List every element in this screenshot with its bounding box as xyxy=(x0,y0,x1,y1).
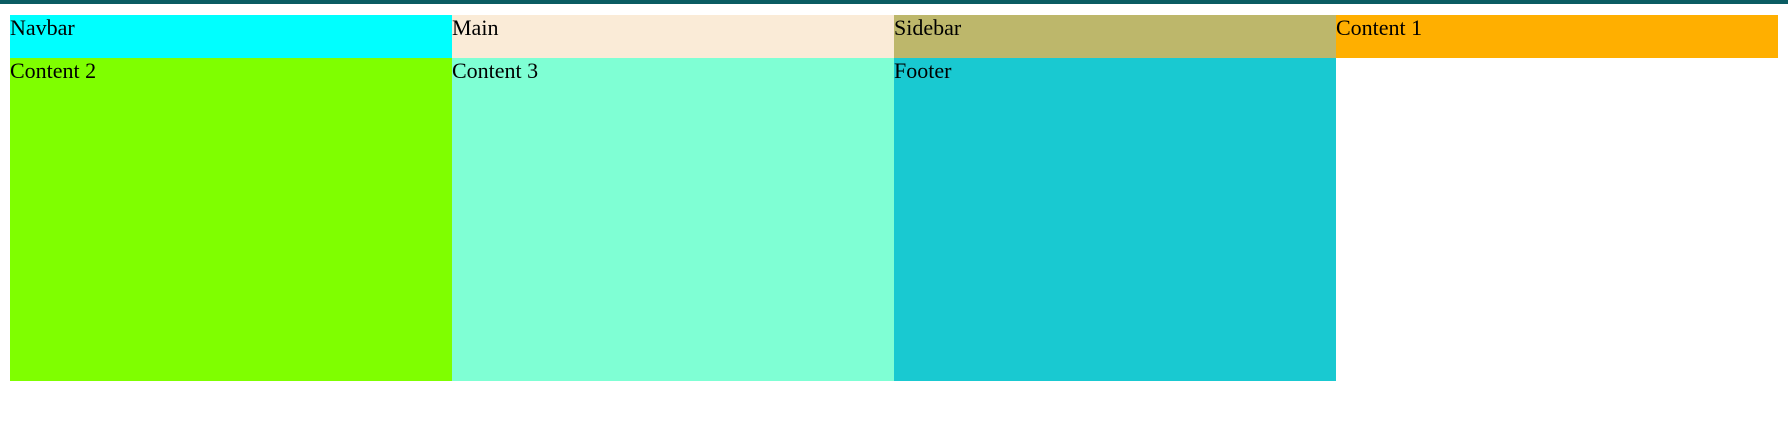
content-3-cell: Content 3 xyxy=(452,58,894,381)
footer-label: Footer xyxy=(894,58,952,83)
content-2-label: Content 2 xyxy=(10,58,97,83)
top-border-rule xyxy=(0,0,1788,4)
navbar-cell: Navbar xyxy=(10,15,452,58)
sidebar-label: Sidebar xyxy=(894,15,962,40)
content-1-cell: Content 1 xyxy=(1336,15,1778,58)
content-1-label: Content 1 xyxy=(1336,15,1423,40)
layout-grid: Navbar Main Sidebar Content 1 Content 2 … xyxy=(10,15,1778,381)
content-2-cell: Content 2 xyxy=(10,58,452,381)
navbar-label: Navbar xyxy=(10,15,75,40)
content-3-label: Content 3 xyxy=(452,58,539,83)
sidebar-cell: Sidebar xyxy=(894,15,1336,58)
main-cell: Main xyxy=(452,15,894,58)
main-label: Main xyxy=(452,15,499,40)
footer-cell: Footer xyxy=(894,58,1336,381)
